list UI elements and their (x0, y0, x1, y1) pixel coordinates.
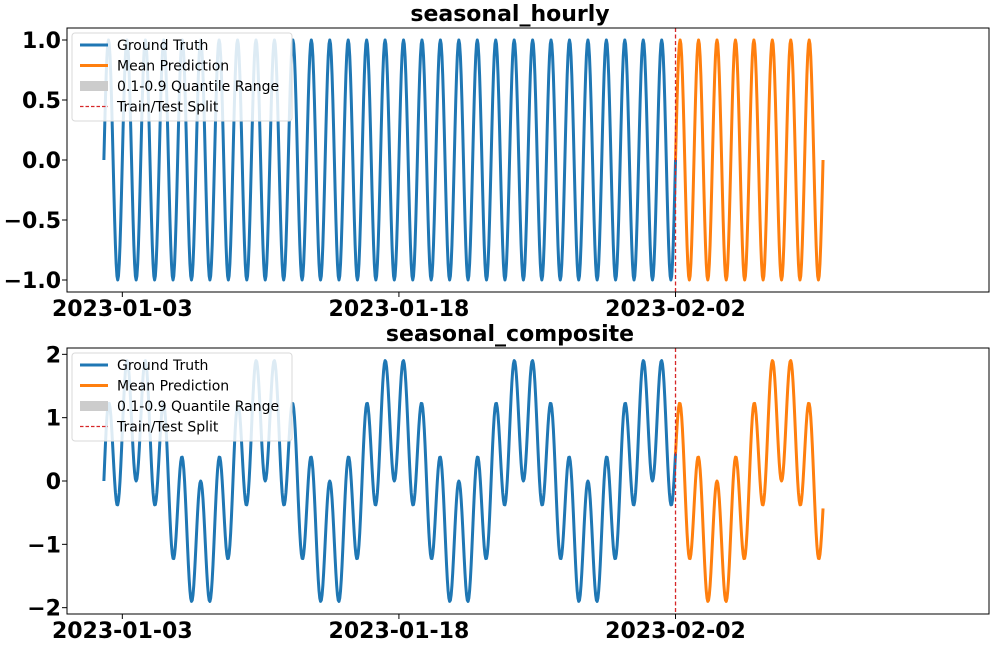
series-line-ground-truth (102, 359, 678, 603)
chart-seasonal-hourly: seasonal_hourly 1.0 0.5 0.0 −0.5 −1.0 2023-01-… (4, 2, 990, 322)
series-line-mean-prediction (674, 38, 825, 282)
y-tick-label: 0.5 (22, 89, 61, 114)
legend-label: Mean Prediction (117, 59, 229, 75)
x-tick-label: 2023-01-03 (52, 619, 193, 644)
series-line-mean-prediction (674, 359, 825, 603)
y-tick-label: 2 (46, 343, 61, 368)
y-tick-label: 0 (46, 470, 61, 495)
legend-label: 0.1-0.9 Quantile Range (117, 399, 279, 415)
x-tick-label: 2023-02-02 (605, 297, 746, 322)
legend-label: Mean Prediction (117, 379, 229, 395)
chart-title: seasonal_composite (386, 322, 634, 347)
y-tick-label: 1 (46, 407, 61, 432)
legend-label: Ground Truth (117, 358, 208, 374)
y-tick-label: −2 (27, 597, 61, 622)
y-tick-label: 0.0 (22, 149, 61, 174)
y-tick-label: −1 (27, 533, 61, 558)
legend-box (71, 32, 293, 122)
legend: Ground Truth Mean Prediction 0.1-0.9 Quant… (71, 352, 293, 442)
legend-box (71, 352, 293, 442)
x-tick-label: 2023-01-03 (52, 297, 193, 322)
legend: Ground Truth Mean Prediction 0.1-0.9 Quant… (71, 32, 293, 122)
y-tick-label: −1.0 (4, 269, 61, 294)
legend-marker (80, 81, 108, 91)
x-tick-label: 2023-01-18 (329, 297, 470, 322)
y-tick-label: 1.0 (22, 29, 61, 54)
legend-label: Train/Test Split (116, 100, 219, 116)
legend-marker (80, 401, 108, 411)
legend-label: Train/Test Split (116, 420, 219, 436)
chart-title: seasonal_hourly (410, 2, 609, 27)
y-tick-label: −0.5 (4, 209, 61, 234)
x-tick-label: 2023-02-02 (605, 619, 746, 644)
legend-label: Ground Truth (117, 38, 208, 54)
legend-label: 0.1-0.9 Quantile Range (117, 79, 279, 95)
x-tick-label: 2023-01-18 (329, 619, 470, 644)
